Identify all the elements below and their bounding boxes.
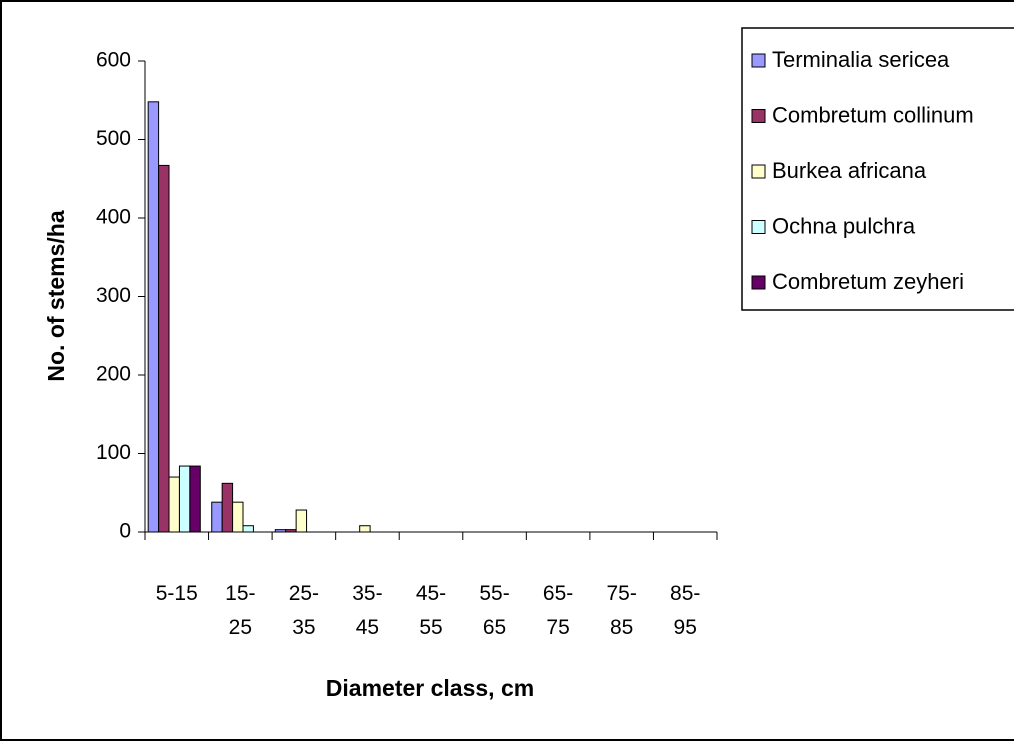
x-tick-label: 35-45 xyxy=(352,582,383,639)
legend-swatch xyxy=(751,109,766,123)
x-tick-label: 75-85 xyxy=(606,582,637,639)
y-tick-label: 100 xyxy=(96,441,131,464)
legend-swatch xyxy=(751,220,766,234)
bar xyxy=(359,525,371,533)
x-tick-label: 25-35 xyxy=(288,582,320,639)
x-tick-label: 55-65 xyxy=(479,582,510,639)
x-tick-label: 15-25 xyxy=(225,582,256,639)
bar xyxy=(295,509,308,533)
legend-label: Combretum collinum xyxy=(772,102,974,127)
bar xyxy=(242,525,254,533)
legend-swatch xyxy=(751,53,766,68)
bar xyxy=(211,501,223,533)
y-tick-label: 400 xyxy=(96,206,131,229)
legend-swatch xyxy=(751,164,766,179)
legend-box xyxy=(741,27,1014,311)
x-tick-label: 5-15 xyxy=(155,582,198,605)
legend-label: Combretum zeyheri xyxy=(772,269,964,294)
x-tick-label: 85-95 xyxy=(670,582,701,639)
bar xyxy=(168,476,180,533)
legend-label: Ochna pulchra xyxy=(772,213,916,238)
x-tick-label: 45-55 xyxy=(415,582,447,639)
y-tick-label: 200 xyxy=(96,363,131,386)
bar xyxy=(178,465,191,533)
bar xyxy=(189,465,201,533)
x-axis-title: Diameter class, cm xyxy=(326,675,534,701)
y-tick-label: 300 xyxy=(96,284,131,307)
bar xyxy=(147,101,160,533)
y-tick-label: 500 xyxy=(96,127,131,150)
bar xyxy=(158,164,170,533)
y-axis-title: No. of stems/ha xyxy=(43,210,69,381)
y-tick-label: 600 xyxy=(96,49,131,72)
bar xyxy=(221,482,234,533)
bar xyxy=(232,501,244,533)
y-tick-label: 0 xyxy=(119,520,131,543)
legend-label: Terminalia sericea xyxy=(772,47,950,72)
legend-swatch xyxy=(751,275,766,290)
legend-label: Burkea africana xyxy=(772,158,927,183)
x-tick-label: 65-75 xyxy=(542,582,574,639)
